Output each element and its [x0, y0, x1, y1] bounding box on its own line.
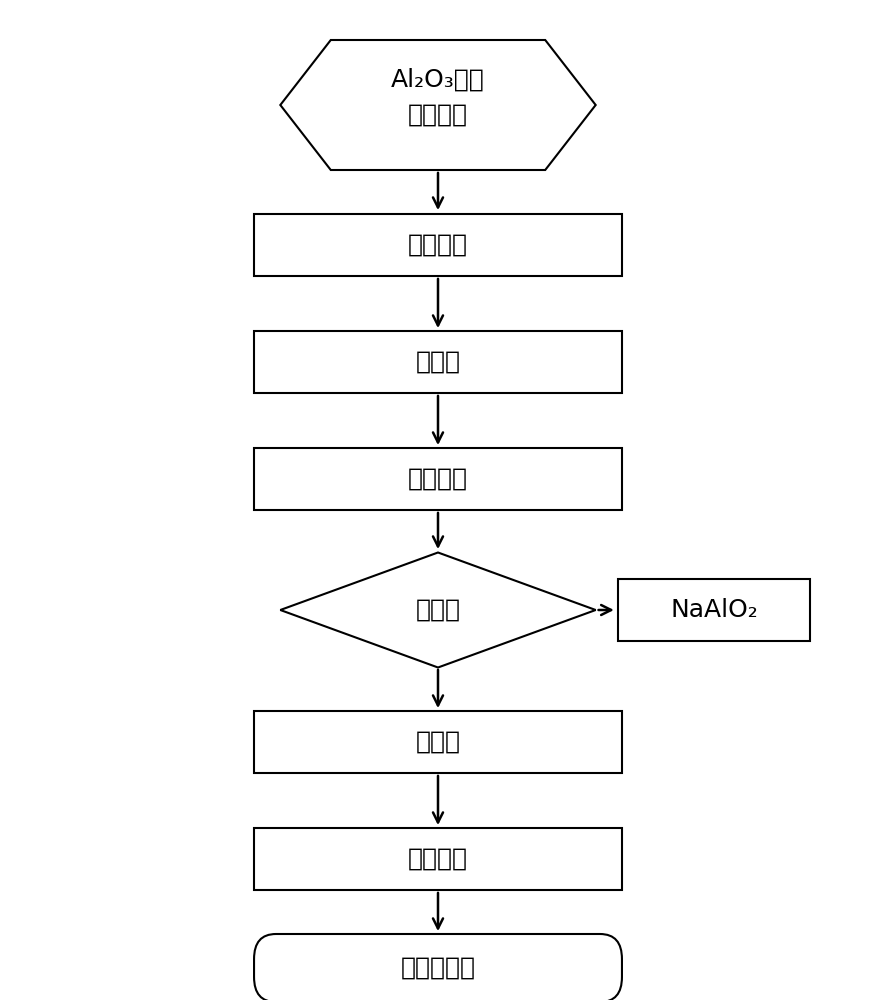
- FancyBboxPatch shape: [254, 828, 622, 890]
- Text: Al₂O₃载体
废偐化剂: Al₂O₃载体 废偐化剂: [391, 67, 485, 127]
- Text: 二次焚烧: 二次焚烧: [408, 847, 468, 871]
- Text: 鉢族金属渣: 鉢族金属渣: [400, 956, 476, 980]
- FancyBboxPatch shape: [254, 711, 622, 773]
- Text: 加压碑溶: 加压碑溶: [408, 467, 468, 491]
- Polygon shape: [280, 40, 596, 170]
- Text: 一次焚烧: 一次焚烧: [408, 233, 468, 257]
- FancyBboxPatch shape: [254, 448, 622, 510]
- Text: 过　滤: 过 滤: [415, 598, 461, 622]
- Text: 粉　碎: 粉 碎: [415, 350, 461, 374]
- Text: 滤　渣: 滤 渣: [415, 730, 461, 754]
- Text: NaAlO₂: NaAlO₂: [670, 598, 758, 622]
- FancyBboxPatch shape: [254, 934, 622, 1000]
- FancyBboxPatch shape: [618, 579, 810, 641]
- Polygon shape: [280, 552, 596, 668]
- FancyBboxPatch shape: [254, 331, 622, 393]
- FancyBboxPatch shape: [254, 214, 622, 276]
